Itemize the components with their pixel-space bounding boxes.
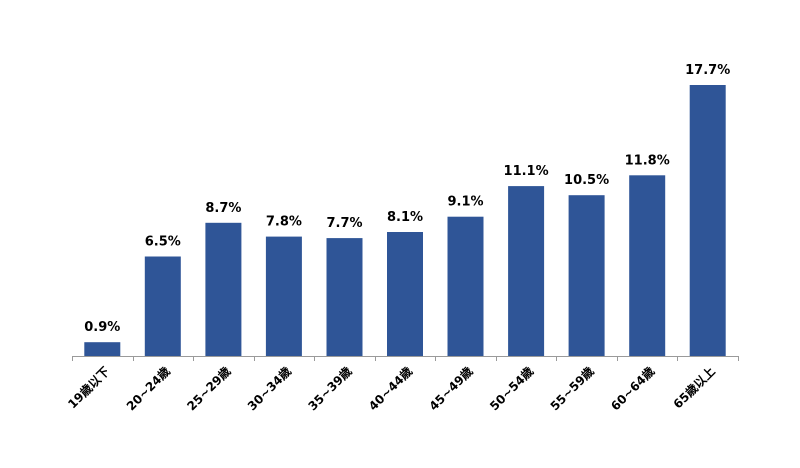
x-axis-ticks-group [72,356,739,361]
category-label-3: 30~34歳 [244,364,294,414]
bar-5 [387,232,423,356]
bar-1 [144,256,181,356]
value-label-6: 9.1% [447,195,483,210]
value-label-4: 7.7% [326,216,362,231]
value-label-8: 10.5% [564,173,609,188]
bar-4 [326,238,363,356]
value-label-7: 11.1% [504,164,549,179]
category-label-6: 45~49歳 [426,364,476,414]
bar-3 [265,236,302,356]
bar-2 [205,222,242,356]
bar-7 [508,186,545,356]
category-label-2: 25~29歳 [184,364,234,414]
bar-9 [629,175,666,356]
value-label-3: 7.8% [266,215,302,230]
value-label-2: 8.7% [205,201,241,216]
category-label-4: 35~39歳 [305,364,355,414]
bar-8 [568,195,605,356]
value-label-5: 8.1% [387,210,423,225]
value-labels-group: 0.9% 6.5% 8.7% 7.8% 7.7% 8.1% 9.1% 11.1% 10.5% 11… [84,63,730,335]
category-label-10: 65歳以上 [670,364,718,412]
value-label-10: 17.7% [685,63,730,78]
bar-6 [447,216,484,356]
category-label-5: 40~44歳 [365,364,415,414]
value-label-0: 0.9% [84,320,120,335]
bars-group [84,85,726,356]
bar-0 [84,342,121,356]
value-label-1: 6.5% [145,235,181,250]
bar-10 [689,85,726,356]
category-label-1: 20~24歳 [123,364,173,414]
category-label-9: 60~64歳 [607,364,657,414]
category-labels-group: 19歳以下 20~24歳 25~29歳 30~34歳 35~39歳 40~44歳 45~49… [65,364,718,414]
category-label-8: 55~59歳 [547,364,597,414]
category-label-0: 19歳以下 [65,364,113,412]
value-label-9: 11.8% [625,153,670,168]
category-label-7: 50~54歳 [486,364,536,414]
